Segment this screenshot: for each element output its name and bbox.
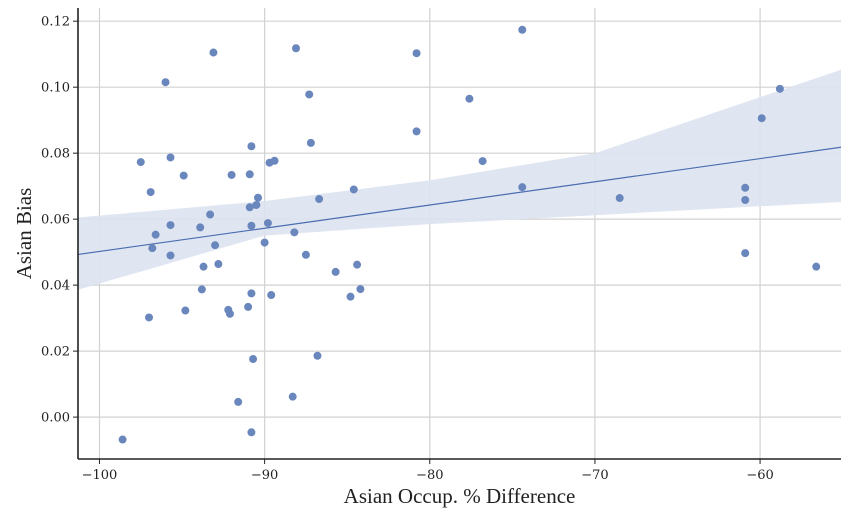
data-point xyxy=(197,285,206,294)
data-point xyxy=(211,241,220,250)
data-point xyxy=(247,428,256,437)
y-axis-ticks: 0.00 0.02 0.04 0.06 0.08 0.10 0.12 xyxy=(41,15,78,426)
data-point xyxy=(196,223,205,232)
data-point xyxy=(290,228,299,237)
data-point xyxy=(244,302,253,311)
data-point xyxy=(254,193,263,202)
data-point xyxy=(812,262,821,271)
data-point xyxy=(292,44,300,53)
data-point xyxy=(206,210,215,219)
data-point xyxy=(346,292,355,301)
y-tick-label: 0.08 xyxy=(41,147,70,162)
data-point xyxy=(181,306,190,315)
data-point xyxy=(249,355,258,364)
confidence-band xyxy=(78,69,841,290)
data-point xyxy=(166,251,175,260)
data-point xyxy=(412,49,421,58)
data-point xyxy=(757,114,766,123)
data-point xyxy=(267,291,276,300)
data-point xyxy=(741,183,750,192)
data-point xyxy=(741,196,750,205)
y-tick-label: 0.12 xyxy=(41,15,70,30)
data-point xyxy=(209,48,218,57)
data-point xyxy=(263,219,272,228)
data-point xyxy=(331,267,340,276)
x-tick-label: −100 xyxy=(82,468,118,483)
data-point xyxy=(349,185,358,194)
y-axis-title: Asian Bias xyxy=(12,188,36,280)
data-points xyxy=(118,25,821,444)
data-point xyxy=(301,250,310,259)
data-point xyxy=(146,188,155,197)
data-point xyxy=(306,138,315,147)
x-tick-label: −60 xyxy=(746,468,773,483)
data-point xyxy=(199,262,208,271)
data-point xyxy=(288,392,297,401)
data-point xyxy=(260,238,269,247)
data-point xyxy=(313,351,322,360)
data-point xyxy=(161,78,170,87)
data-point xyxy=(741,249,750,258)
data-point xyxy=(315,195,324,204)
x-tick-label: −90 xyxy=(251,468,278,483)
data-point xyxy=(465,94,474,103)
data-point xyxy=(166,153,175,162)
data-point xyxy=(412,127,421,136)
data-point xyxy=(247,142,256,151)
y-tick-label: 0.02 xyxy=(41,345,70,360)
y-tick-label: 0.06 xyxy=(41,213,70,228)
y-tick-label: 0.04 xyxy=(41,279,70,294)
y-tick-label: 0.00 xyxy=(41,411,70,426)
data-point xyxy=(518,183,527,192)
data-point xyxy=(179,171,188,180)
data-point xyxy=(252,200,261,209)
data-point xyxy=(353,260,362,269)
data-point xyxy=(247,289,256,298)
data-point xyxy=(245,203,254,212)
x-axis-title: Asian Occup. % Difference xyxy=(344,484,576,508)
data-point xyxy=(356,285,365,294)
y-tick-label: 0.10 xyxy=(41,81,70,96)
data-point xyxy=(247,221,256,230)
data-point xyxy=(148,244,157,253)
data-point xyxy=(478,157,487,166)
data-point xyxy=(245,170,254,179)
data-point xyxy=(270,156,279,165)
data-point xyxy=(166,221,175,230)
data-point xyxy=(615,194,624,203)
data-point xyxy=(225,309,234,318)
data-point xyxy=(118,435,127,444)
x-tick-label: −80 xyxy=(416,468,443,483)
x-axis-ticks: −100 −90 −80 −70 −60 xyxy=(82,459,774,483)
data-point xyxy=(305,90,314,99)
data-point xyxy=(234,397,243,406)
data-point xyxy=(518,25,527,34)
x-tick-label: −70 xyxy=(581,468,608,483)
data-point xyxy=(151,230,160,239)
data-point xyxy=(214,260,223,269)
data-point xyxy=(136,158,145,167)
data-point xyxy=(145,313,154,322)
data-point xyxy=(775,84,784,93)
data-point xyxy=(227,170,236,179)
regression-line xyxy=(77,146,841,256)
